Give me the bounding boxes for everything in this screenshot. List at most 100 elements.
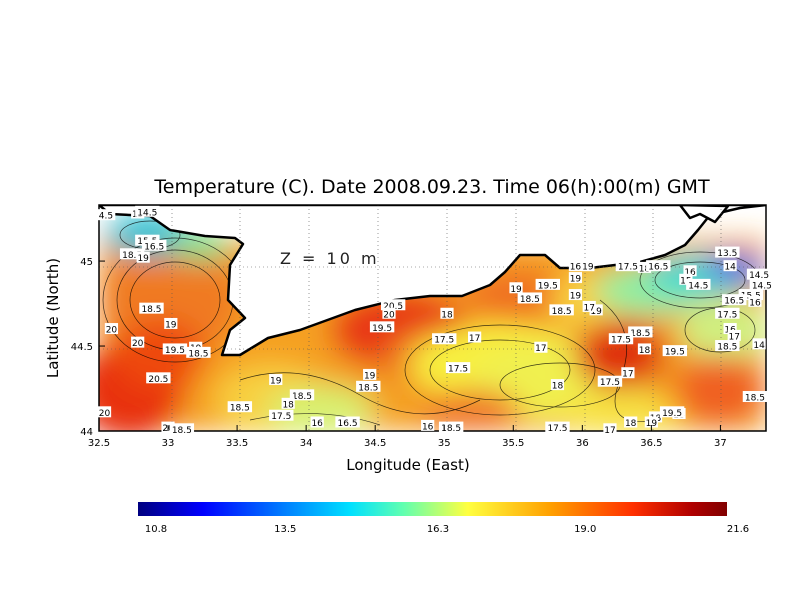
contour-label-text: 19.5 <box>372 324 392 334</box>
contour-label-text: 18.5 <box>745 394 765 404</box>
contour-label-text: 20 <box>106 326 118 336</box>
contour-label: 19 <box>568 272 583 285</box>
contour-label-text: 19 <box>510 285 522 295</box>
contour-label: 16 <box>568 260 583 273</box>
contour-label: 18.5 <box>169 423 195 436</box>
contour-label: 17.5 <box>445 362 471 375</box>
contour-label: 18.5 <box>186 346 211 359</box>
contour-label: 18.5 <box>715 340 740 353</box>
contour-label-text: 17.5 <box>448 365 468 375</box>
contour-label: 17.5 <box>615 260 641 273</box>
contour-label: 17.5 <box>597 375 623 388</box>
contour-label-text: 13.5 <box>717 249 737 259</box>
contour-label-text: 19 <box>270 377 282 387</box>
contour-label: 19 <box>589 304 603 317</box>
contour-label: 18 <box>550 379 565 392</box>
contour-label-text: 18.5 <box>172 426 192 436</box>
contour-label-text: 19 <box>570 275 582 285</box>
contour-label-text: 17.5 <box>717 310 737 320</box>
colorbar-tick-label: 19.0 <box>574 524 596 535</box>
contour-label-text: 18 <box>552 382 564 392</box>
contour-label-text: 17.5 <box>611 336 631 346</box>
contour-label: 16.5 <box>335 416 360 429</box>
contour-label: 17.5 <box>608 333 634 346</box>
contour-label-text: 18.5 <box>358 383 378 393</box>
contour-label: 19.5 <box>662 345 688 358</box>
contour-label-text: 18.5 <box>188 349 208 359</box>
contour-label-text: 17 <box>604 426 615 436</box>
y-tick-label: 44 <box>80 427 93 438</box>
contour-label: 19 <box>136 251 150 264</box>
colorbar-tick-label: 13.5 <box>274 524 296 535</box>
x-tick-label: 35 <box>438 438 451 449</box>
contour-label: 17.5 <box>269 409 294 422</box>
contour-label-text: 17 <box>584 303 595 313</box>
contour-label-text: 19.5 <box>165 346 185 356</box>
contour-label: 19 <box>581 260 595 273</box>
contour-label-text: 14.5 <box>688 281 708 291</box>
contour-label: 19 <box>509 282 523 295</box>
contour-label-text: 17.5 <box>434 336 454 346</box>
contour-label-text: 16 <box>749 298 761 308</box>
contour-label-text: 16 <box>311 419 323 429</box>
contour-label: 17.5 <box>545 421 570 434</box>
contour-label: 16.5 <box>142 239 167 252</box>
contour-label: 14.5 <box>749 278 775 291</box>
contour-labels: 4.51514.515.516.518.51918.519202019.5191… <box>96 205 775 436</box>
contour-label-text: 20 <box>99 409 111 419</box>
contour-label: 18.5 <box>742 391 768 404</box>
contour-label: 17 <box>468 331 482 344</box>
contour-label: 14 <box>723 260 737 273</box>
contour-label: 18.5 <box>227 401 253 414</box>
y-tick-label: 45 <box>80 257 93 268</box>
contour-label: 4.5 <box>96 209 116 222</box>
contour-label-text: 18.5 <box>441 424 461 434</box>
contour-label-text: 18 <box>625 419 637 429</box>
contour-label: 18 <box>440 307 454 320</box>
map-title: Temperature (C). Date 2008.09.23. Time 0… <box>153 176 710 198</box>
contour-label: 16 <box>683 265 697 278</box>
colorbar-tick-label: 16.3 <box>427 524 449 535</box>
x-tick-label: 35.5 <box>502 438 524 449</box>
x-tick-label: 32.5 <box>88 438 110 449</box>
contour-label-text: 18.5 <box>141 305 161 315</box>
contour-label: 18.5 <box>549 304 574 317</box>
contour-label: 14 <box>752 338 766 351</box>
contour-label: 14.5 <box>746 268 772 281</box>
contour-label: 16 <box>421 419 435 432</box>
contour-label-text: 15 <box>680 276 691 286</box>
plot-frame <box>98 204 767 432</box>
contour-label: 17 <box>727 329 741 342</box>
contour-label-text: 18.5 <box>717 343 737 353</box>
contour-label: 18.5 <box>289 389 315 402</box>
contour-label-text: 16 <box>570 263 582 273</box>
contour-label-text: 18.5 <box>292 392 312 402</box>
contour-label: 19.5 <box>535 278 561 291</box>
contour-label: 19 <box>269 374 283 387</box>
contour-label-text: 19 <box>137 254 149 264</box>
contour-label: 15 <box>679 273 693 286</box>
contour-label: 19.5 <box>659 406 685 419</box>
contour-label: 19.5 <box>369 321 395 334</box>
contour-label-text: 16.5 <box>724 297 744 307</box>
contour-label: 20 <box>97 406 112 419</box>
contour-label-text: 18.5 <box>630 329 650 339</box>
y-tick-label: 44.5 <box>71 342 93 353</box>
contour-label-text: 18.5 <box>122 251 142 261</box>
contour-label-text: 19.5 <box>665 348 685 358</box>
contour-label: 19 <box>363 368 377 381</box>
contour-label: 17 <box>621 367 635 380</box>
contour-label: 20 <box>382 307 396 320</box>
contour-label-text: 20.5 <box>383 302 403 312</box>
contour-label-text: 17.5 <box>547 424 567 434</box>
contour-label: 19 <box>644 416 658 429</box>
contour-label-text: 17 <box>729 332 740 342</box>
contour-label-text: 18.5 <box>230 404 250 414</box>
contour-label: 16.5 <box>722 294 747 307</box>
colorbar-tick-label: 21.6 <box>727 524 749 535</box>
contour-label-text: 16 <box>422 422 434 432</box>
x-tick-label: 33 <box>162 438 175 449</box>
contour-label: 17 <box>582 300 596 313</box>
contour-label: 20 <box>131 336 145 349</box>
